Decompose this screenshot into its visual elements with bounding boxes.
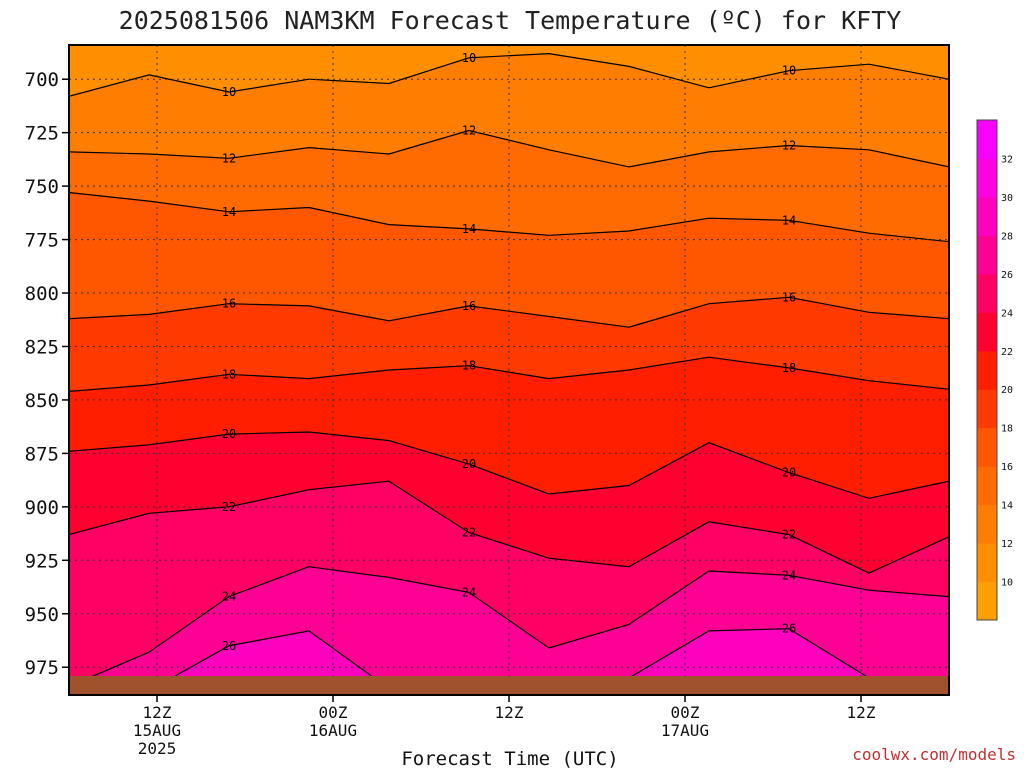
y-tick-label: 900 [25, 497, 59, 519]
x-axis-title: Forecast Time (UTC) [401, 748, 618, 768]
colorbar-swatch [977, 196, 997, 236]
x-tick-date: 16AUG [309, 721, 357, 740]
y-tick-label: 850 [25, 390, 59, 412]
isotherm-label: 12 [462, 124, 476, 138]
x-tick-label: 12Z [847, 703, 876, 722]
y-tick-label: 725 [25, 123, 59, 145]
isotherm-label: 20 [222, 427, 236, 441]
colorbar-swatch [977, 158, 997, 198]
colorbar: 10 12 14 16 18 20 22 24 26 28 30 32 [976, 119, 1013, 621]
isotherm-label: 12 [782, 139, 796, 153]
x-tick-date: 17AUG [661, 721, 709, 740]
colorbar-label: 16 [1001, 462, 1013, 473]
colorbar-label: 30 [1001, 193, 1013, 204]
colorbar-label: 14 [1001, 501, 1013, 512]
colorbar-swatch [977, 466, 997, 506]
y-tick-label: 950 [25, 604, 59, 626]
colorbar-swatch [977, 235, 997, 275]
colorbar-swatch [977, 427, 997, 467]
colorbar-label: 18 [1001, 424, 1013, 435]
isotherm-label: 16 [222, 297, 236, 311]
colorbar-label: 12 [1001, 539, 1013, 550]
y-tick-label: 875 [25, 443, 59, 465]
isotherm-22 [69, 480, 949, 574]
isotherm-label: 24 [782, 568, 796, 582]
colorbar-swatch [977, 543, 997, 583]
colorbar-label: 24 [1001, 308, 1013, 319]
x-tick-label: 12Z [495, 703, 524, 722]
isotherm-label: 10 [462, 51, 476, 65]
isotherm-16 [69, 296, 949, 328]
temperature-fill-layer [69, 45, 949, 695]
colorbar-swatch [977, 350, 997, 390]
y-tick-label: 800 [25, 283, 59, 305]
isotherm-label: 14 [782, 213, 796, 227]
y-tick-label: 825 [25, 336, 59, 358]
isotherm-24 [69, 566, 949, 687]
y-tick-label: 975 [25, 657, 59, 679]
colorbar-swatch [977, 389, 997, 429]
isotherm-12 [69, 129, 949, 168]
isotherm-label: 12 [222, 151, 236, 165]
colorbar-label: 32 [1001, 155, 1013, 166]
x-tick-label: 12Z [143, 703, 172, 722]
credit-text[interactable]: coolwx.com/models [852, 745, 1016, 764]
isotherm-label: 10 [782, 64, 796, 78]
colorbar-label: 22 [1001, 347, 1013, 358]
chart-title: 2025081506 NAM3KM Forecast Temperature (… [119, 6, 902, 35]
colorbar-swatch [977, 581, 997, 621]
isotherm-label: 24 [222, 590, 236, 604]
surface-ground [69, 676, 949, 695]
isotherm-26 [103, 628, 936, 695]
x-tick-label: 00Z [671, 703, 700, 722]
colorbar-swatch [977, 120, 997, 159]
isotherm-18 [69, 356, 949, 392]
y-tick-label: 925 [25, 550, 59, 572]
y-tick-label: 700 [25, 69, 59, 91]
isotherm-10 [69, 52, 949, 97]
isotherm-label: 26 [222, 639, 236, 653]
colorbar-swatch [977, 273, 997, 313]
isotherm-label: 22 [222, 500, 236, 514]
isotherm-label: 16 [462, 299, 476, 313]
colorbar-frame [976, 119, 998, 621]
isotherm-label: 18 [782, 361, 796, 375]
colorbar-label: 10 [1001, 578, 1013, 589]
isotherm-label: 20 [462, 457, 476, 471]
y-tick-label: 750 [25, 176, 59, 198]
isotherm-label: 16 [782, 290, 796, 304]
isotherm-label: 22 [462, 526, 476, 540]
x-tick-label: 00Z [319, 703, 348, 722]
isotherm-label: 18 [462, 359, 476, 373]
isotherm-label: 20 [782, 466, 796, 480]
colorbar-label: 26 [1001, 270, 1013, 281]
grid-layer [69, 45, 949, 695]
pressure-axis: 700 725 750 775 800 825 850 875 900 925 950 975 [25, 69, 69, 679]
isotherm-label: 18 [222, 367, 236, 381]
colorbar-swatch [977, 504, 997, 544]
x-tick-year: 2025 [138, 739, 177, 758]
isotherm-label: 14 [462, 222, 476, 236]
colorbar-label: 28 [1001, 231, 1013, 242]
isotherm-label: 26 [782, 622, 796, 636]
isotherm-label: 14 [222, 205, 236, 219]
isotherm-20 [69, 431, 949, 499]
x-tick-date: 15AUG [133, 721, 181, 740]
colorbar-label: 20 [1001, 385, 1013, 396]
isotherm-label: 24 [462, 585, 476, 599]
isotherm-label: 22 [782, 528, 796, 542]
isotherm-label: 10 [222, 85, 236, 99]
y-tick-label: 775 [25, 230, 59, 252]
colorbar-swatch [977, 312, 997, 352]
